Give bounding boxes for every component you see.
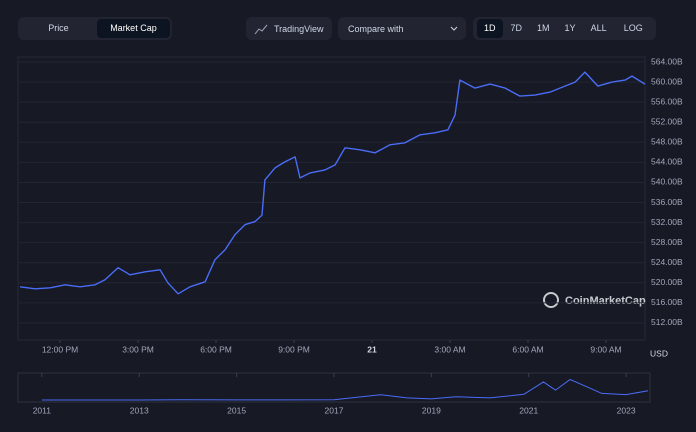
compare-dropdown[interactable]: Compare with	[338, 17, 466, 40]
range-button[interactable]: ALL	[590, 23, 607, 33]
y-tick-label: 556.00B	[651, 96, 683, 106]
y-tick-label: 520.00B	[651, 277, 683, 287]
y-tick-label: 528.00B	[651, 237, 683, 247]
y-tick-label: 544.00B	[651, 157, 683, 167]
x-tick-label: 2011	[33, 405, 52, 415]
y-tick-label: 524.00B	[651, 257, 683, 267]
y-tick-label: 560.00B	[651, 76, 683, 86]
y-tick-label: 536.00B	[651, 197, 683, 207]
y-tick-label: 516.00B	[651, 297, 683, 307]
range-button[interactable]: 1Y	[564, 23, 576, 33]
market-cap-button[interactable]: Market Cap	[96, 19, 170, 38]
range-button[interactable]: 1D	[477, 19, 503, 38]
y-tick-label: 548.00B	[651, 137, 683, 147]
y-tick-label: 540.00B	[651, 177, 683, 187]
price-button[interactable]: Price	[48, 23, 69, 33]
range-button[interactable]: 1M	[537, 23, 550, 33]
range-button[interactable]: 7D	[510, 23, 523, 33]
watermark: CoinMarketCap	[543, 292, 646, 308]
tradingview-button[interactable]: TradingView	[246, 17, 332, 40]
tradingview-label: TradingView	[274, 23, 324, 34]
compare-label: Compare with	[348, 23, 404, 34]
plot-frame	[17, 56, 646, 341]
x-tick-label: 2017	[325, 405, 344, 415]
price-line	[41, 379, 649, 401]
x-tick-label: 2013	[130, 405, 149, 415]
price-line	[19, 71, 646, 295]
x-tick-label: 21	[367, 344, 377, 354]
y-unit: USD	[650, 348, 668, 358]
x-tick-label: 3:00 AM	[434, 344, 465, 354]
x-tick-label: 9:00 AM	[590, 344, 621, 354]
download-icon[interactable]	[651, 23, 652, 35]
watermark-text: CoinMarketCap	[565, 295, 646, 307]
x-tick-label: 6:00 PM	[200, 344, 232, 354]
x-tick-label: 12:00 PM	[42, 344, 78, 354]
y-tick-label: 552.00B	[651, 116, 683, 126]
y-tick-label: 564.00B	[651, 56, 683, 66]
x-tick-label: 2015	[227, 405, 246, 415]
navigator-frame	[17, 372, 651, 403]
x-tick-label: 2023	[617, 405, 636, 415]
y-tick-label: 512.00B	[651, 317, 683, 327]
x-tick-label: 2019	[422, 405, 441, 415]
x-tick-label: 6:00 AM	[512, 344, 543, 354]
chevron	[450, 26, 458, 31]
x-tick-label: 3:00 PM	[122, 344, 154, 354]
x-tick-label: 2021	[519, 405, 538, 415]
log-button[interactable]: LOG	[623, 23, 643, 33]
range-group: 1D 7D 1M 1Y ALL LOG	[473, 17, 656, 40]
tv-icon	[254, 24, 268, 34]
calendar-icon[interactable]	[615, 23, 616, 35]
x-tick-label: 9:00 PM	[278, 344, 310, 354]
toggle-group: Price Market Cap	[18, 17, 172, 40]
y-tick-label: 532.00B	[651, 217, 683, 227]
